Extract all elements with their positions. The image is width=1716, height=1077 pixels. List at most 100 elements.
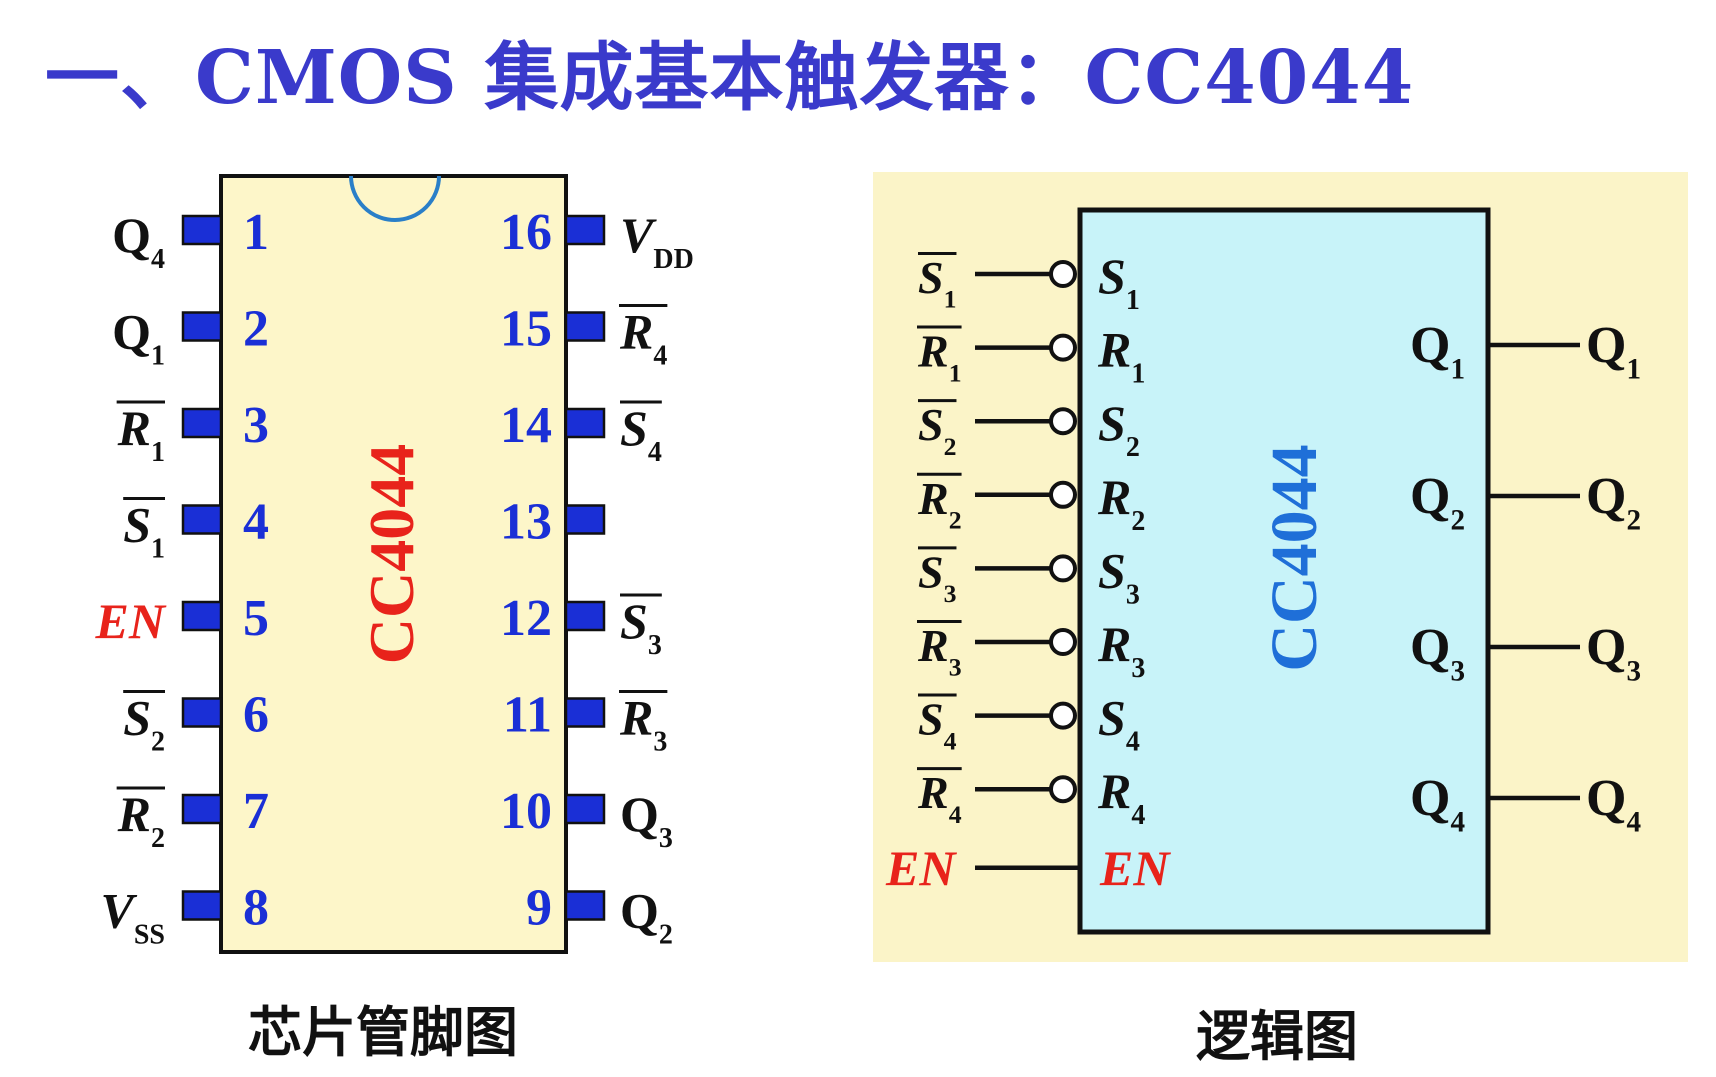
pin-label-15: R4 (619, 304, 668, 372)
pin-label-11-subscript: 3 (653, 727, 667, 758)
svg-text:R3: R3 (619, 690, 667, 758)
svg-text:R3: R3 (1097, 616, 1145, 684)
pin-number-9: 9 (526, 880, 552, 937)
pin-label-8-text: V (100, 883, 137, 939)
svg-text:S1: S1 (1098, 248, 1140, 316)
pin-3 (181, 407, 223, 439)
pin-13 (564, 504, 606, 535)
pin-label-1: Q4 (112, 207, 165, 275)
pin-2 (181, 311, 223, 342)
pin-label-9-subscript: 2 (659, 920, 673, 951)
pin-label-16: VDD (620, 207, 694, 275)
pin-label-4: S1 (123, 497, 165, 565)
input-label-r3: R3 (917, 619, 962, 682)
block-output-label-q4-text: Q (1410, 770, 1450, 827)
input-label-s1: S1 (918, 251, 957, 314)
svg-text:EN: EN (885, 840, 957, 896)
svg-text:R1: R1 (1097, 322, 1145, 390)
pin-number-2: 2 (243, 301, 269, 358)
svg-text:R2: R2 (117, 786, 165, 854)
pin-number-10: 10 (500, 783, 552, 840)
svg-text:Q1: Q1 (1410, 317, 1465, 386)
block-input-label-r4-subscript: 4 (1131, 800, 1145, 831)
output-label-q2-subscript: 2 (1626, 505, 1641, 537)
inversion-bubble-r2 (1049, 480, 1077, 509)
pin-label-12-text: S (620, 593, 648, 649)
pin-label-4-subscript: 1 (151, 534, 165, 565)
pin-label-15-subscript: 4 (653, 341, 667, 372)
block-input-label-r3-text: R (1097, 616, 1131, 672)
input-label-r2-subscript: 2 (949, 506, 962, 535)
inversion-bubble-s2 (1049, 407, 1077, 436)
pin-number-15: 15 (500, 301, 552, 358)
block-input-label-r2-subscript: 2 (1131, 506, 1145, 537)
pin-label-7-subscript: 2 (151, 823, 165, 854)
svg-text:R1: R1 (917, 326, 962, 388)
svg-text:S4: S4 (620, 400, 662, 468)
input-label-s4-subscript: 4 (944, 726, 957, 755)
block-input-label-r4: R4 (1097, 763, 1145, 831)
svg-text:S1: S1 (123, 497, 165, 565)
pin-label-14: S4 (620, 400, 662, 468)
block-output-label-q3: Q3 (1410, 619, 1465, 688)
chip-notch (349, 175, 441, 222)
pin-14 (564, 407, 606, 439)
block-input-label-r4-text: R (1097, 763, 1131, 819)
svg-text:R2: R2 (1097, 469, 1145, 537)
pin-number-13: 13 (500, 494, 552, 551)
pin-number-6: 6 (243, 687, 269, 744)
pin-label-7-text: R (117, 786, 151, 842)
svg-text:Q2: Q2 (1410, 468, 1465, 537)
svg-text:S3: S3 (918, 546, 956, 608)
input-label-r2: R2 (917, 472, 962, 535)
svg-text:VDD: VDD (620, 207, 694, 275)
block-input-label-s4: S4 (1098, 690, 1140, 758)
pin-number-5: 5 (243, 590, 269, 647)
block-output-label-q4-subscript: 4 (1450, 807, 1465, 839)
svg-text:Q1: Q1 (1586, 317, 1641, 386)
pin-label-14-text: S (620, 400, 648, 456)
pin-number-11: 11 (503, 687, 552, 744)
pin-15 (564, 311, 606, 342)
pin-number-14: 14 (500, 397, 552, 454)
block-output-label-q1-text: Q (1410, 317, 1450, 374)
svg-text:S2: S2 (1098, 395, 1140, 463)
block-input-label-r1: R1 (1097, 322, 1145, 390)
svg-text:S3: S3 (1098, 542, 1140, 610)
pin-label-10-text: Q (620, 786, 659, 842)
pin-number-7: 7 (243, 783, 269, 840)
output-label-q1: Q1 (1586, 317, 1641, 386)
output-label-q3: Q3 (1586, 619, 1641, 688)
pin-label-1-text: Q (112, 207, 151, 263)
pin-label-16-text: V (620, 207, 657, 263)
block-input-label-s1-subscript: 1 (1126, 285, 1140, 316)
block-input-label-s3-text: S (1098, 542, 1126, 598)
output-label-q2-text: Q (1586, 468, 1626, 525)
block-output-label-q3-subscript: 3 (1450, 656, 1465, 688)
output-label-q4-subscript: 4 (1626, 807, 1641, 839)
pin-label-5: EN (95, 593, 167, 649)
input-label-r1: R1 (917, 325, 962, 388)
pin-4 (181, 504, 223, 535)
pin-label-2-subscript: 1 (151, 341, 165, 372)
pin-label-10-subscript: 3 (659, 823, 673, 854)
input-label-r4-text: R (917, 767, 949, 818)
input-label-r2-text: R (917, 473, 949, 524)
chip-body (219, 174, 568, 954)
input-label-s3-subscript: 3 (944, 579, 957, 608)
block-input-label-r1-subscript: 1 (1131, 359, 1145, 390)
pin-7 (181, 793, 223, 825)
block-output-label-q2-subscript: 2 (1450, 505, 1465, 537)
output-label-q4: Q4 (1586, 770, 1641, 839)
block-input-label-r1-text: R (1097, 322, 1131, 378)
pin-9 (564, 890, 606, 921)
pin-1 (181, 214, 223, 246)
pin-number-3: 3 (243, 397, 269, 454)
input-label-s3: S3 (918, 546, 957, 608)
pin-label-6-subscript: 2 (151, 727, 165, 758)
svg-text:S2: S2 (918, 399, 956, 461)
pin-label-2-text: Q (112, 304, 151, 360)
block-input-label-r3: R3 (1097, 616, 1145, 684)
